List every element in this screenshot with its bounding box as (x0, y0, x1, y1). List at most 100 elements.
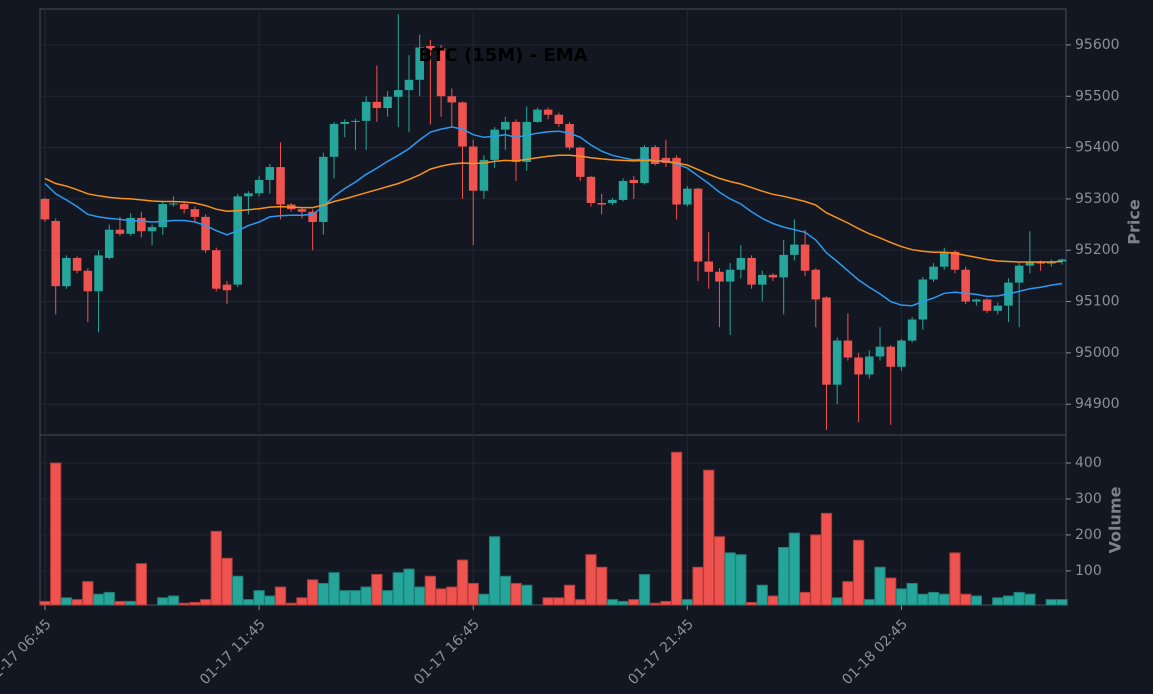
volume-bar (788, 532, 801, 606)
candle-body (201, 216, 210, 251)
volume-bar (189, 601, 201, 606)
volume-bar (542, 597, 554, 606)
candle-body (865, 356, 874, 375)
candle-body (757, 274, 767, 285)
volume-bar (1002, 595, 1015, 606)
candle-body (575, 147, 585, 177)
candle-body (329, 123, 339, 157)
candle-body (308, 211, 317, 222)
candle-body (993, 305, 1003, 311)
volume-bar (264, 595, 276, 606)
candle-body (1014, 265, 1024, 283)
volume-bar (649, 602, 661, 606)
volume-bar (938, 593, 950, 606)
volume-bar (210, 530, 222, 606)
candle-body (147, 227, 157, 232)
volume-bar (949, 552, 961, 606)
volume-bar (906, 582, 918, 606)
candle-body (212, 250, 221, 289)
candle-body (907, 319, 917, 341)
volume-bar (414, 586, 426, 606)
candle-body (939, 251, 949, 267)
candle-body (372, 101, 382, 109)
candle-body (597, 203, 606, 205)
volume-bar (692, 566, 704, 606)
volume-bar (585, 554, 597, 606)
candle-body (244, 193, 253, 197)
volume-bar (456, 559, 469, 606)
candle-body (479, 159, 489, 191)
volume-bar (478, 593, 490, 606)
candle-body (501, 121, 510, 130)
y-tick-label: 200 (1075, 527, 1102, 543)
volume-bar (435, 588, 447, 606)
volume-bar (50, 462, 62, 606)
candle-body (115, 229, 125, 234)
candle-body (672, 157, 681, 205)
candle-body (72, 257, 82, 271)
volume-bar (810, 534, 822, 606)
candle-body (543, 109, 553, 115)
candle-body (522, 121, 532, 162)
y-tick-label: 95400 (1075, 140, 1120, 156)
volume-bar (563, 584, 576, 606)
volume-bar (1045, 599, 1057, 606)
candle-body (832, 340, 842, 385)
volume-bar (253, 590, 265, 606)
volume-bar (232, 575, 244, 606)
candle-body (511, 121, 521, 162)
candle-body (126, 217, 135, 234)
candle-body (340, 121, 350, 124)
candle-body (404, 79, 414, 91)
y-axis-label: Volume (1106, 486, 1125, 553)
candle-body (447, 96, 457, 103)
volume-bar (863, 599, 875, 606)
volume-bar (670, 451, 683, 606)
candle-body (929, 266, 938, 280)
volume-bar (71, 599, 83, 606)
volume-bar (199, 599, 212, 606)
volume-bar (606, 599, 619, 606)
candle-body (854, 357, 863, 375)
volume-bar (82, 581, 94, 606)
candle-body (886, 346, 895, 367)
volume-bar (510, 582, 522, 606)
volume-bar (114, 600, 126, 606)
y-tick-label: 95200 (1075, 242, 1120, 258)
volume-bar (574, 599, 586, 606)
volume-bar (403, 568, 415, 606)
candle-body (393, 90, 403, 97)
volume-bar (745, 601, 758, 606)
volume-bar (157, 597, 169, 606)
y-tick-label: 95000 (1075, 345, 1120, 361)
candle-body (94, 255, 103, 292)
volume-bar (799, 591, 811, 606)
candle-body (725, 269, 735, 282)
y-tick-label: 100 (1075, 563, 1102, 579)
volume-bar (467, 582, 479, 606)
candle-body (436, 48, 446, 97)
candle-body (158, 204, 168, 228)
candle-body (361, 101, 371, 121)
candle-body (661, 157, 671, 163)
candle-body (565, 123, 574, 148)
volume-bar (285, 602, 297, 606)
candle-body (961, 269, 970, 302)
candle-body (51, 220, 60, 287)
volume-bar (553, 597, 565, 606)
volume-bar (1056, 599, 1068, 606)
candle-body (1057, 259, 1067, 262)
candle-body (779, 254, 788, 278)
candle-body (297, 209, 307, 212)
volume-bar (499, 575, 511, 606)
volume-bar (885, 577, 897, 606)
candle-body (319, 156, 328, 222)
candle-body (811, 269, 821, 300)
volume-bar (92, 593, 105, 606)
volume-bar (660, 600, 672, 606)
y-tick-label: 95300 (1075, 191, 1120, 207)
volume-bar (960, 593, 972, 606)
volume-bar (735, 554, 747, 606)
